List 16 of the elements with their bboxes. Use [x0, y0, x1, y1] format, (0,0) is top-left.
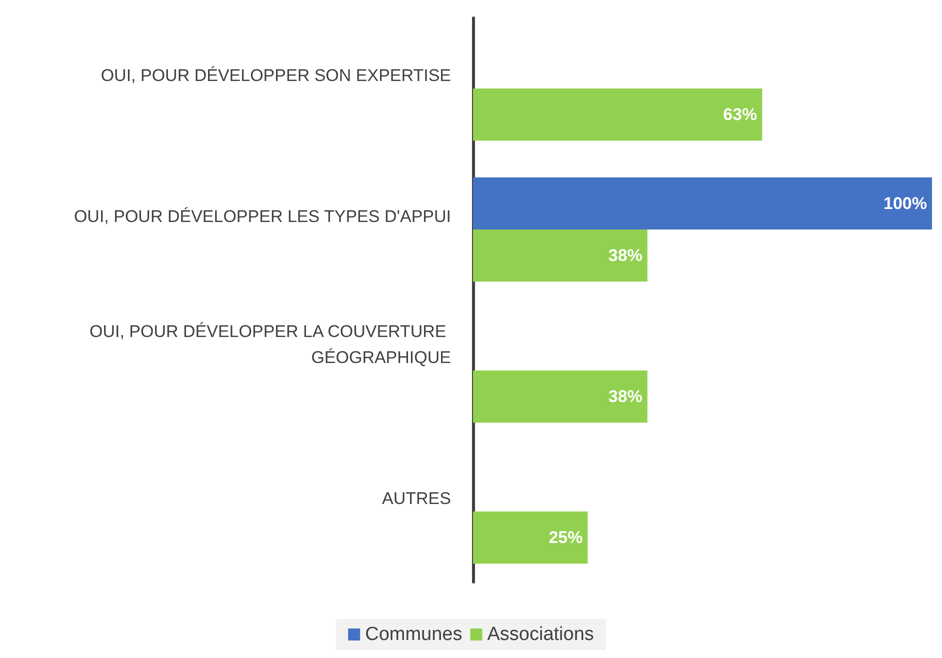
- y-tick-label: OUI, POUR DÉVELOPPER LA COUVERTURE GÉOGRAPHIQUE: [90, 322, 451, 367]
- bar: [473, 370, 648, 423]
- bar: [473, 177, 932, 230]
- bar: [473, 230, 648, 282]
- data-label: 38%: [608, 246, 642, 266]
- legend-label: Communes: [365, 624, 462, 645]
- y-tick-label: OUI, POUR DÉVELOPPER SON EXPERTISE: [100, 66, 451, 85]
- y-tick-label: AUTRES: [382, 489, 451, 508]
- y-tick-label: OUI, POUR DÉVELOPPER LES TYPES D'APPUI: [74, 207, 451, 226]
- data-label: 38%: [608, 387, 642, 406]
- data-label: 100%: [884, 194, 927, 213]
- legend-label: Associations: [487, 624, 594, 645]
- bar: [473, 512, 588, 564]
- data-label: 25%: [548, 528, 583, 548]
- data-label: 63%: [723, 105, 758, 124]
- bar: [473, 88, 762, 141]
